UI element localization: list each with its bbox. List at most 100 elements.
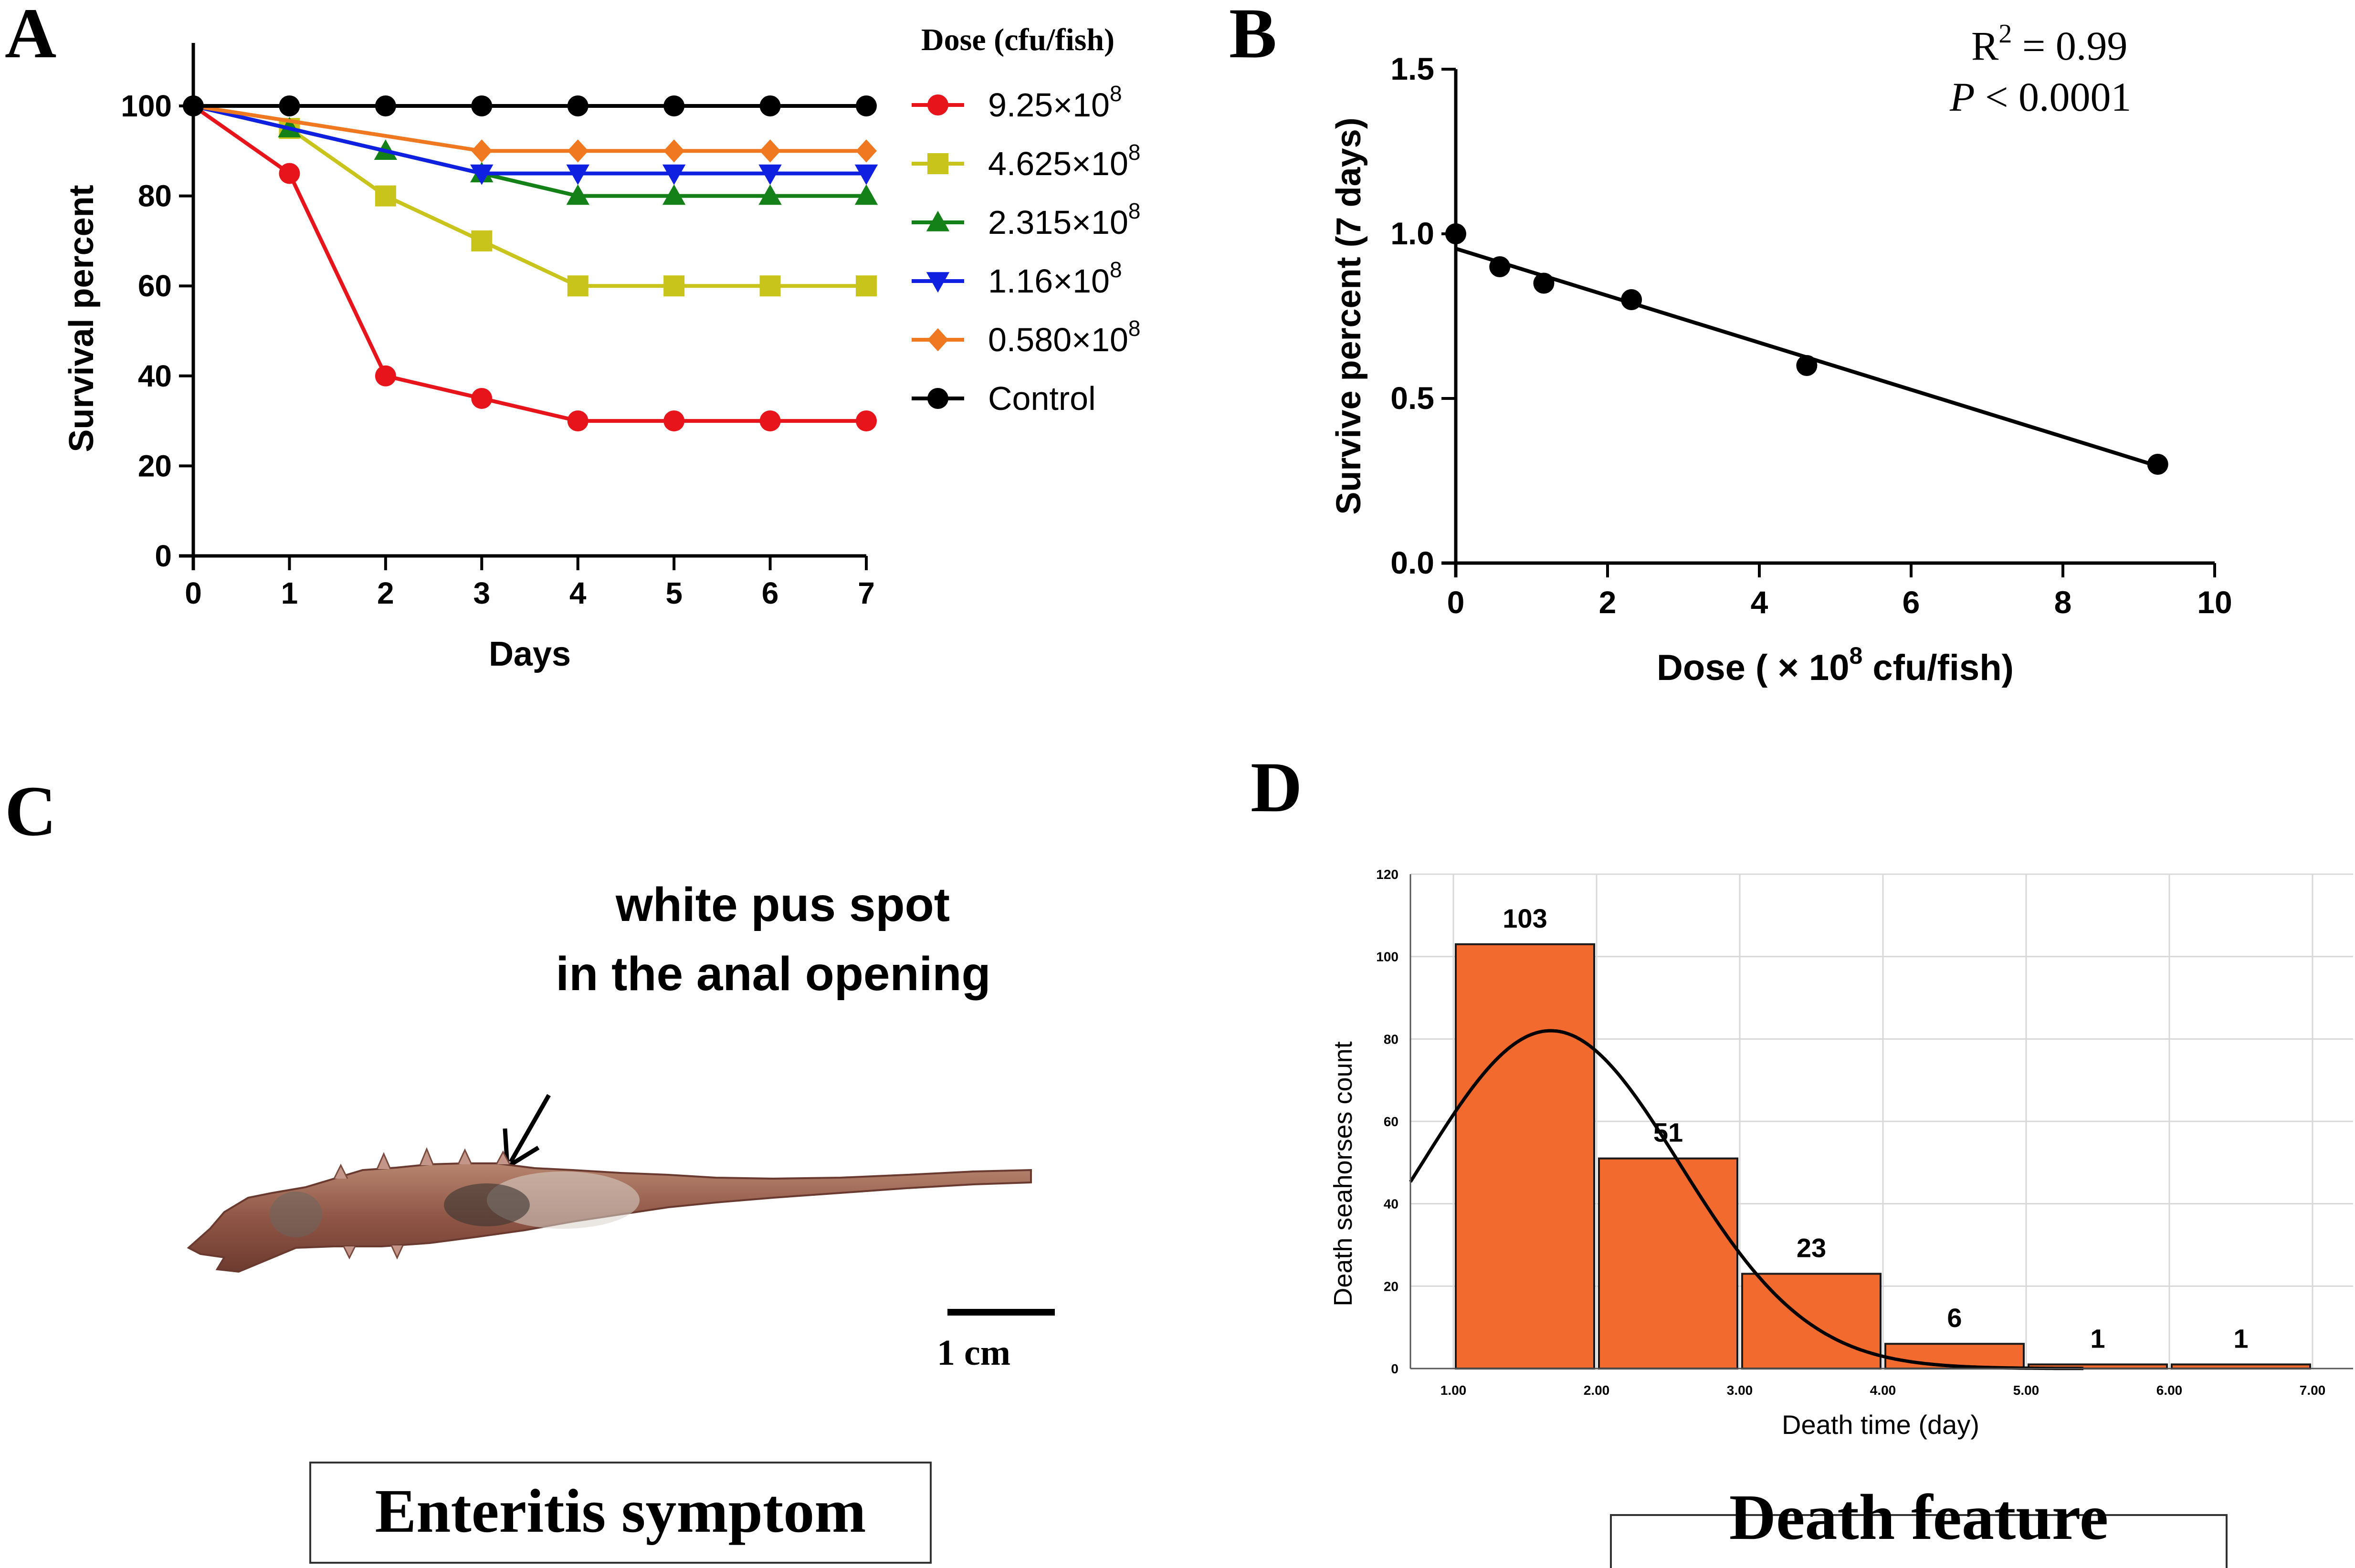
x-axis-label-d: Death time (day): [1782, 1410, 1979, 1440]
data-point-a: [759, 275, 781, 297]
x-tick-label-d: 5.00: [2013, 1383, 2040, 1398]
y-tick-label-a: 100: [121, 89, 172, 123]
bar-value-label-d: 23: [1797, 1233, 1826, 1263]
data-point-a: [375, 365, 396, 387]
panel-a-survival-chart: 0 1 2 3 4 5 6 7 0 20 40 60 80 100 Days Survival perce…: [63, 22, 1141, 673]
bar-value-label-d: 6: [1947, 1303, 1962, 1333]
legend-label-text-a: 0.580×10: [988, 321, 1128, 358]
marks-b: [1445, 223, 2168, 475]
annotation-line-1: white pus spot: [615, 878, 950, 931]
y-axis-label-a: Survival percent: [63, 185, 101, 452]
panel-letter-a: A: [5, 0, 56, 73]
legend-marker-a: [927, 94, 948, 115]
x-tick-label-b: 4: [1751, 585, 1768, 620]
bar-value-label-d: 1: [2090, 1323, 2105, 1353]
data-point-a: [854, 184, 878, 205]
caption-d: Death feature: [1729, 1482, 2108, 1553]
panel-b-regression-chart: 0 2 4 6 8 10 0.0 0.5 1.0 1.5 Dose ( × 108 cfu/fis…: [1330, 19, 2232, 688]
data-point-a: [856, 410, 877, 432]
series-a: [183, 95, 878, 432]
y-tick-label-b: 1.0: [1390, 216, 1434, 251]
legend-label-text-a: Control: [988, 380, 1096, 417]
panel-letter-c: C: [5, 772, 56, 851]
legend-label-exp-a: 8: [1128, 199, 1141, 223]
y-tick-label-d: 60: [1384, 1114, 1398, 1129]
x-tick-label-a: 0: [185, 576, 202, 610]
data-point-a: [471, 139, 493, 163]
x-tick-label-a: 4: [569, 576, 587, 610]
x-tick-label-d: 6.00: [2156, 1383, 2183, 1398]
x-tick-label-b: 6: [1903, 585, 1920, 620]
legend-label-text-a: 9.25×10: [988, 86, 1110, 124]
legend-label-exp-a: 8: [1128, 140, 1141, 165]
panel-letter-b: B: [1229, 0, 1277, 73]
data-point-b: [2147, 454, 2168, 475]
axes-a: [179, 43, 866, 570]
data-point-a: [567, 410, 589, 432]
data-point-a: [663, 410, 685, 432]
x-tick-label-d: 4.00: [1870, 1383, 1896, 1398]
ticks-b: 0 2 4 6 8 10 0.0 0.5 1.0 1.5: [1390, 51, 2232, 620]
legend-marker-a: [927, 153, 948, 174]
x-tick-label-b: 8: [2054, 585, 2072, 620]
y-tick-label-a: 40: [138, 359, 172, 393]
normal-curve-d: [1409, 1029, 2084, 1370]
legend-label-a: 2.315×108: [988, 199, 1141, 241]
x-tick-label-d: 1.00: [1440, 1383, 1467, 1398]
legend-label-a: Control: [988, 380, 1096, 417]
y-tick-label-b: 1.5: [1390, 51, 1434, 86]
data-point-a: [567, 95, 589, 116]
data-point-a: [662, 184, 686, 205]
y-tick-label-d: 120: [1376, 867, 1398, 882]
y-tick-label-b: 0.0: [1390, 545, 1434, 580]
legend-label-exp-a: 8: [1128, 316, 1141, 341]
data-point-a: [189, 101, 198, 111]
caption-box-d: [1610, 1514, 2228, 1568]
ticks-a: 0 1 2 3 4 5 6 7 0 20 40 60 80 100: [121, 89, 875, 610]
legend-label-a: 9.25×108: [988, 81, 1122, 124]
histogram-bar-d: [1455, 943, 1595, 1370]
legend-label-text-a: 1.16×10: [988, 262, 1110, 300]
panel-letter-d: D: [1251, 748, 1302, 827]
y-tick-label-d: 40: [1384, 1197, 1398, 1212]
ticks-d: 1.00 2.00 3.00 4.00 5.00 6.00 7.00 0 20 40 60 80 100…: [1376, 867, 2325, 1398]
data-point-a: [375, 185, 396, 207]
series-line-a: [193, 104, 866, 288]
legend-marker-a: [926, 210, 950, 231]
data-point-a: [758, 184, 782, 205]
r-squared-stat: R2 = 0.99: [1971, 19, 2127, 69]
data-point-b: [1621, 289, 1642, 310]
caption-c: Enteritis symptom: [375, 1477, 866, 1546]
legend-label-exp-a: 8: [1110, 257, 1122, 282]
data-point-a: [279, 163, 300, 184]
x-axis-label-b: Dose ( × 108 cfu/fish): [1657, 642, 2014, 688]
data-point-a: [663, 95, 685, 116]
annotation-line-2: in the anal opening: [556, 947, 990, 1001]
y-tick-label-a: 60: [138, 269, 172, 303]
data-point-a: [566, 184, 589, 205]
data-point-a: [566, 164, 589, 185]
bar-value-label-d: 1: [2233, 1323, 2248, 1353]
y-tick-label-a: 20: [138, 449, 172, 483]
data-point-a: [759, 95, 781, 116]
legend-label-a: 1.16×108: [988, 257, 1122, 300]
x-tick-label-a: 6: [762, 576, 779, 610]
p-value-stat: P < 0.0001: [1949, 74, 2132, 120]
legend-marker-a: [926, 272, 950, 293]
legend-label-text-a: 2.315×10: [988, 204, 1128, 241]
series-line-a: [193, 104, 866, 153]
x-tick-label-b: 0: [1447, 585, 1465, 620]
data-point-a: [856, 139, 877, 163]
y-axis-label-d: Death seahorses count: [1329, 1041, 1357, 1306]
data-point-a: [567, 139, 589, 163]
legend-a: 9.25×1084.625×1082.315×1081.16×1080.580×…: [912, 81, 1141, 417]
data-point-a: [471, 387, 493, 409]
x-tick-label-d: 7.00: [2300, 1383, 2326, 1398]
y-tick-label-a: 80: [138, 179, 172, 213]
histogram-bar-d: [1598, 1157, 1738, 1369]
axes-d: [1409, 874, 2353, 1369]
legend-title-a: Dose (cfu/fish): [921, 22, 1114, 57]
histogram-bar-d: [1741, 1273, 1882, 1370]
